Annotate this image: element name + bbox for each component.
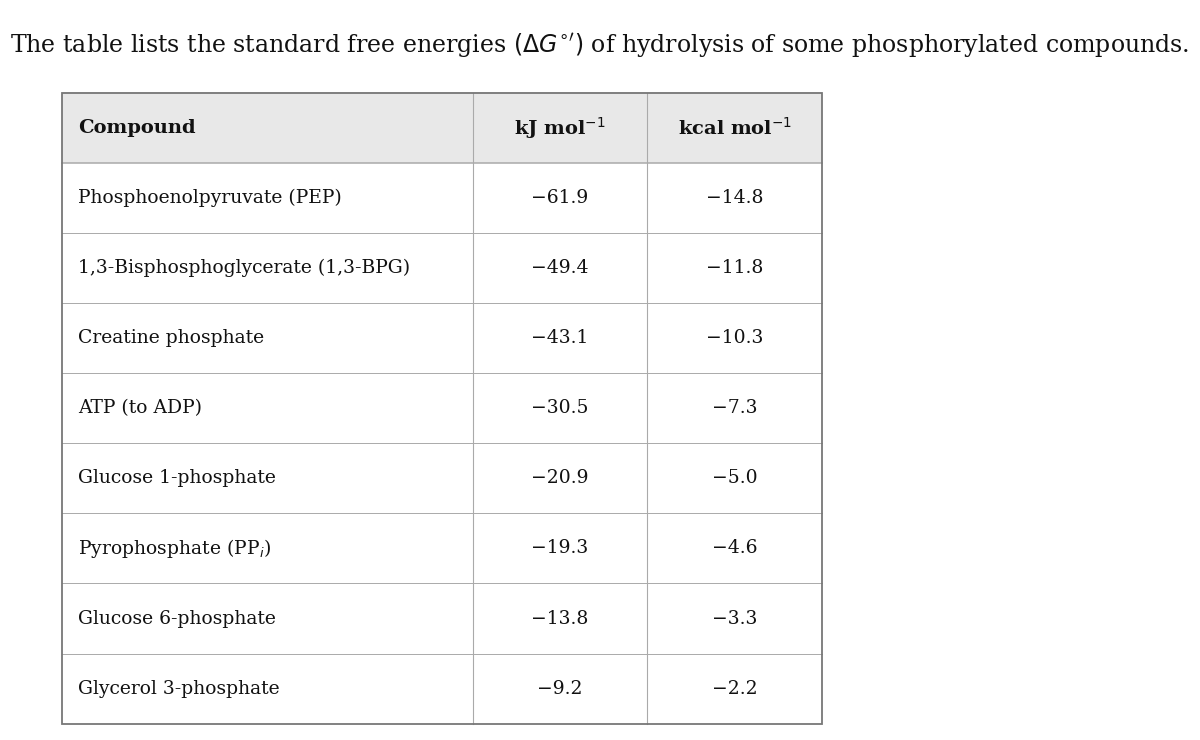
- Bar: [62, 92, 822, 724]
- Text: Creatine phosphate: Creatine phosphate: [78, 329, 264, 347]
- Text: −4.6: −4.6: [712, 539, 757, 557]
- Text: Glucose 6-phosphate: Glucose 6-phosphate: [78, 610, 276, 628]
- Text: −20.9: −20.9: [532, 469, 589, 487]
- Text: −30.5: −30.5: [532, 399, 589, 417]
- Text: −3.3: −3.3: [712, 610, 757, 628]
- Text: Pyrophosphate (PP$_i$): Pyrophosphate (PP$_i$): [78, 537, 271, 560]
- Text: kcal mol$^{-1}$: kcal mol$^{-1}$: [678, 117, 792, 138]
- Text: −10.3: −10.3: [706, 329, 763, 347]
- Text: −49.4: −49.4: [532, 259, 589, 277]
- Text: Phosphoenolpyruvate (PEP): Phosphoenolpyruvate (PEP): [78, 189, 342, 206]
- Text: −5.0: −5.0: [712, 469, 757, 487]
- Text: −9.2: −9.2: [538, 679, 583, 698]
- Text: −19.3: −19.3: [532, 539, 588, 557]
- Text: The table lists the standard free energies $\left(\Delta G^{\circ\prime}\right)$: The table lists the standard free energi…: [11, 31, 1189, 60]
- Text: −14.8: −14.8: [706, 189, 763, 206]
- Text: −11.8: −11.8: [706, 259, 763, 277]
- Text: 1,3-Bisphosphoglycerate (1,3-BPG): 1,3-Bisphosphoglycerate (1,3-BPG): [78, 259, 410, 277]
- Text: −43.1: −43.1: [532, 329, 589, 347]
- Text: kJ mol$^{-1}$: kJ mol$^{-1}$: [514, 115, 606, 141]
- Text: −7.3: −7.3: [712, 399, 757, 417]
- Text: Glucose 1-phosphate: Glucose 1-phosphate: [78, 469, 276, 487]
- Text: Glycerol 3-phosphate: Glycerol 3-phosphate: [78, 679, 280, 698]
- Text: −61.9: −61.9: [532, 189, 588, 206]
- Text: ATP (to ADP): ATP (to ADP): [78, 399, 202, 417]
- Text: −13.8: −13.8: [532, 610, 589, 628]
- Bar: [62, 92, 822, 163]
- Text: Compound: Compound: [78, 118, 196, 137]
- Text: −2.2: −2.2: [712, 679, 757, 698]
